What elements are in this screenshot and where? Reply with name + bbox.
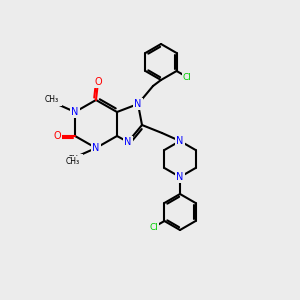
Text: CH₃: CH₃ — [47, 97, 61, 106]
Text: CH₃: CH₃ — [68, 154, 82, 164]
Text: N: N — [176, 172, 184, 182]
Text: Cl: Cl — [182, 73, 191, 82]
Text: N: N — [71, 107, 79, 117]
Text: O: O — [94, 77, 102, 87]
Text: N: N — [176, 136, 184, 146]
Text: Cl: Cl — [150, 223, 158, 232]
Text: N: N — [134, 99, 142, 109]
Text: CH₃: CH₃ — [66, 157, 80, 166]
Text: CH₃: CH₃ — [45, 94, 59, 103]
Text: N: N — [92, 143, 100, 153]
Text: N: N — [124, 137, 132, 147]
Text: O: O — [53, 131, 61, 141]
